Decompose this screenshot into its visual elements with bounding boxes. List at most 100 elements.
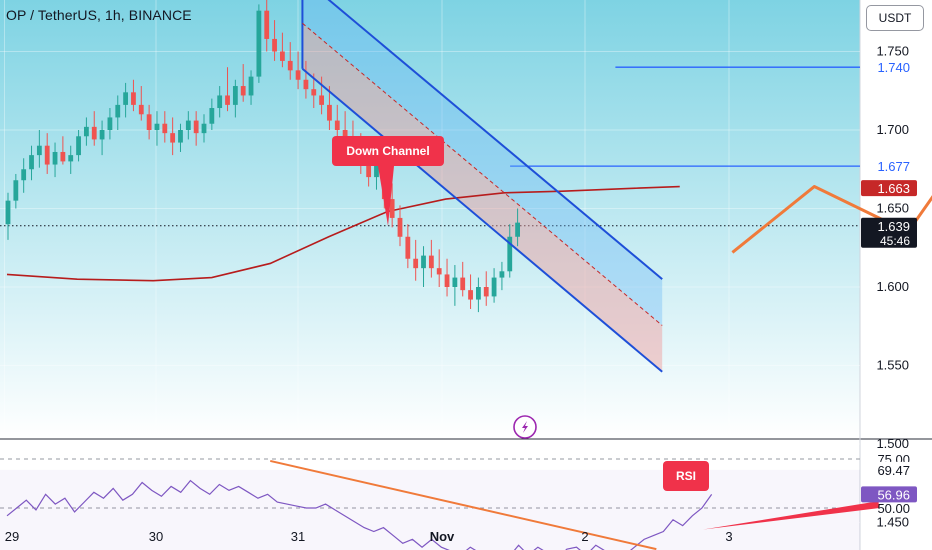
candle bbox=[444, 258, 450, 297]
channel-lower-fill bbox=[302, 23, 663, 372]
candle-body bbox=[240, 86, 246, 96]
annotations: Down Channel RSI bbox=[332, 136, 709, 491]
candle bbox=[515, 208, 520, 247]
rsi-upper-tag: 69.47 bbox=[861, 461, 917, 478]
currency-button[interactable]: USDT bbox=[866, 5, 924, 31]
candle bbox=[52, 142, 58, 178]
level-price-tag: 1.740 bbox=[861, 59, 917, 76]
candle-body bbox=[460, 277, 466, 291]
price-tick-label: 1.450 bbox=[876, 515, 909, 530]
candle-body bbox=[91, 126, 97, 140]
rsi-tag-box bbox=[861, 486, 917, 503]
candle bbox=[21, 158, 27, 193]
candle bbox=[428, 239, 434, 278]
price-tag-label: 1.677 bbox=[877, 159, 910, 174]
lightning-icon[interactable] bbox=[513, 415, 537, 439]
candle-body bbox=[374, 155, 379, 178]
callout-pointer bbox=[378, 166, 394, 226]
candle-body bbox=[123, 92, 128, 105]
price-tag-label: 1.740 bbox=[877, 60, 910, 75]
channel-midline bbox=[302, 22, 663, 326]
channel-upper-fill bbox=[302, 0, 663, 326]
candle-body bbox=[217, 95, 223, 109]
candle bbox=[36, 130, 42, 168]
candle bbox=[131, 79, 136, 112]
price-tick-label: 1.500 bbox=[876, 436, 909, 451]
price-tag-label: 1.663 bbox=[877, 181, 910, 196]
candle-body bbox=[515, 222, 520, 237]
price-tick-label: 1.550 bbox=[876, 358, 909, 373]
channel-upper-line bbox=[327, 0, 663, 280]
candle bbox=[248, 70, 254, 105]
candle-body bbox=[36, 145, 42, 156]
candle-body bbox=[319, 95, 324, 105]
price-axis-background bbox=[860, 0, 932, 550]
time-tick-label: 29 bbox=[5, 529, 19, 544]
candle bbox=[452, 265, 458, 306]
candle bbox=[240, 64, 246, 102]
candle bbox=[436, 249, 442, 287]
candle-body bbox=[99, 130, 105, 140]
candle-body bbox=[225, 95, 230, 105]
projection-path bbox=[731, 185, 932, 254]
candle-body bbox=[5, 200, 11, 225]
ma-price-tag: 1.663 bbox=[861, 180, 917, 197]
candle bbox=[99, 120, 105, 156]
moving-average bbox=[6, 185, 680, 282]
moving-average-line bbox=[6, 185, 680, 282]
candle bbox=[178, 123, 183, 152]
candle-body bbox=[264, 10, 270, 39]
candle bbox=[201, 114, 207, 143]
candle-body bbox=[397, 217, 403, 237]
candle-body bbox=[327, 104, 332, 121]
candle bbox=[483, 271, 489, 306]
candles bbox=[5, 0, 520, 313]
candle bbox=[209, 98, 215, 130]
price-tick-label: 1.750 bbox=[876, 44, 909, 59]
candle-body bbox=[421, 255, 426, 269]
candle bbox=[272, 20, 277, 61]
candle bbox=[507, 224, 513, 278]
candle-body bbox=[483, 287, 489, 297]
candle bbox=[115, 95, 121, 130]
candle bbox=[413, 239, 419, 281]
current-price-label: 1.639 bbox=[877, 219, 910, 234]
candle bbox=[405, 224, 411, 269]
price-axis: 1.9001.8501.8001.7501.7001.6501.6001.550… bbox=[861, 44, 917, 550]
callout-box bbox=[663, 461, 709, 491]
candle bbox=[476, 277, 481, 313]
down-channel-callout: Down Channel bbox=[332, 136, 444, 226]
candle-body bbox=[84, 126, 89, 137]
time-axis: 29 30 31 Nov 2 3 bbox=[5, 529, 733, 544]
time-tick-label: 2 bbox=[581, 529, 588, 544]
candle-body bbox=[507, 236, 513, 272]
candle bbox=[295, 51, 301, 90]
candle bbox=[170, 117, 176, 156]
down-channel[interactable] bbox=[301, 0, 663, 373]
candle-body bbox=[436, 268, 442, 275]
candle-body bbox=[76, 136, 81, 156]
candle bbox=[217, 86, 223, 118]
candle bbox=[107, 108, 113, 140]
time-tick-label: 3 bbox=[725, 529, 732, 544]
rsi-pane-background bbox=[0, 440, 860, 520]
candle-body bbox=[193, 120, 199, 134]
candle bbox=[13, 173, 19, 209]
candle bbox=[334, 104, 340, 140]
candle-body bbox=[201, 123, 207, 134]
candle-body bbox=[311, 89, 317, 96]
projection-arrow[interactable] bbox=[731, 0, 932, 254]
candle bbox=[397, 205, 403, 247]
candle bbox=[256, 4, 262, 83]
rsi-callout: RSI bbox=[663, 461, 709, 491]
candle-body bbox=[499, 271, 505, 278]
rsi-value-tag: 56.96 bbox=[861, 486, 917, 503]
candle bbox=[264, 0, 270, 52]
price-tick-label: 1.600 bbox=[876, 279, 909, 294]
candle-body bbox=[405, 236, 411, 259]
candle-body bbox=[452, 277, 458, 287]
candle bbox=[491, 268, 497, 303]
candle-body bbox=[468, 290, 473, 300]
